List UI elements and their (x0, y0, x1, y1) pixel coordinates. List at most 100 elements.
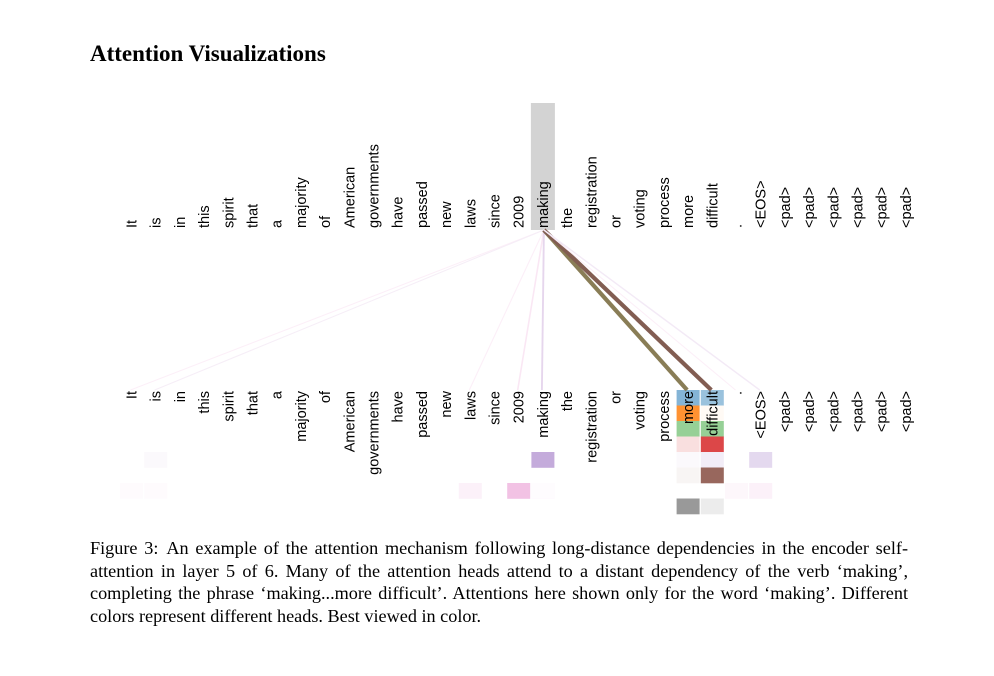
source-token: process (657, 177, 673, 228)
attention-cell (700, 452, 724, 468)
source-token: laws (463, 199, 479, 228)
source-token: . (730, 224, 746, 228)
source-token: <pad> (851, 187, 867, 228)
target-token: passed (415, 391, 431, 438)
source-token: have (391, 197, 407, 228)
target-token: the (560, 391, 576, 411)
source-tokens: It is in this spirit that a majority of American g… (125, 144, 915, 228)
attention-line (542, 228, 689, 392)
source-token: difficult (705, 183, 721, 228)
attention-cell (676, 452, 700, 468)
target-tokens: It is in this spirit that a majority of American g… (125, 390, 915, 475)
source-token: registration (584, 156, 600, 228)
attention-cell (120, 483, 143, 499)
source-token: in (173, 217, 189, 228)
target-token: spirit (221, 391, 237, 422)
attention-line (543, 229, 761, 391)
source-token: majority (294, 176, 310, 228)
figure-caption: Figure 3: An example of the attention mec… (90, 537, 908, 627)
attention-cell (676, 405, 700, 422)
source-token: or (609, 215, 625, 228)
source-token: <pad> (875, 187, 891, 228)
attention-cell (700, 467, 724, 484)
target-token: <pad> (875, 391, 891, 432)
section-heading: Attention Visualizations (90, 41, 326, 66)
attention-cell (676, 421, 700, 437)
attention-cell (700, 436, 724, 453)
attention-cell (749, 483, 773, 499)
attention-line (468, 229, 545, 391)
target-token: or (609, 391, 625, 404)
target-token: since (488, 391, 504, 425)
attention-cell (700, 405, 724, 422)
source-token: American (342, 167, 358, 228)
target-token: <pad> (778, 391, 794, 432)
source-token: of (318, 215, 334, 228)
target-token: in (173, 391, 189, 402)
target-token: have (391, 391, 407, 422)
target-token: voting (633, 391, 649, 430)
target-token: of (318, 390, 334, 403)
source-token: more (681, 195, 697, 228)
source-token: governments (367, 144, 383, 228)
target-token: . (730, 391, 746, 395)
attention-cell (144, 483, 168, 499)
target-token: process (657, 391, 673, 442)
attention-cell (144, 452, 168, 468)
source-token: the (560, 208, 576, 228)
attention-cell (749, 452, 773, 468)
attention-line (154, 229, 545, 391)
source-token: that (246, 204, 262, 228)
target-token: <pad> (899, 391, 915, 432)
target-token: <pad> (802, 391, 818, 432)
source-token: <pad> (826, 187, 842, 228)
source-token: It (125, 220, 141, 228)
source-token: <pad> (802, 187, 818, 228)
source-token: <pad> (899, 187, 915, 228)
attention-cell (700, 390, 724, 406)
attention-diagram: It is in this spirit that a majority of American g… (120, 103, 915, 515)
attention-cell (700, 421, 724, 437)
attention-heatmap (120, 390, 773, 515)
source-token: <pad> (778, 187, 794, 228)
figure-label: Figure 3: (90, 538, 159, 558)
attention-cell (676, 390, 700, 406)
target-token: a (270, 390, 286, 399)
attention-cell (725, 483, 748, 499)
source-token: this (197, 205, 213, 228)
attention-cell (676, 436, 700, 453)
attention-cell (531, 483, 555, 499)
attention-cell (700, 498, 724, 515)
target-token: majority (294, 390, 310, 442)
target-token: 2009 (512, 391, 528, 423)
attention-line (543, 229, 736, 391)
attention-cell (458, 483, 482, 499)
target-token: this (197, 391, 213, 414)
source-token: voting (633, 189, 649, 228)
attention-cell (676, 467, 700, 484)
attention-cell (531, 452, 555, 468)
target-token: registration (584, 391, 600, 463)
source-token: making (536, 181, 552, 228)
target-token: <pad> (826, 391, 842, 432)
attention-line (516, 229, 545, 391)
target-token: new (439, 390, 455, 417)
attention-line (542, 228, 713, 392)
target-token: laws (463, 391, 479, 420)
attention-cell (676, 498, 700, 515)
target-token: <EOS> (754, 391, 770, 439)
target-token: It (125, 391, 141, 399)
target-token: making (536, 391, 552, 438)
target-token: governments (367, 391, 383, 475)
source-token: spirit (221, 197, 237, 228)
source-token: passed (415, 181, 431, 228)
focus-token-highlight (530, 103, 555, 230)
source-token: is (149, 218, 165, 228)
source-token: a (270, 219, 286, 228)
target-token: <pad> (851, 391, 867, 432)
source-token: since (488, 194, 504, 228)
target-token: that (246, 391, 262, 415)
attention-figure: It is in this spirit that a majority of American g… (120, 103, 915, 515)
source-token: 2009 (512, 196, 528, 228)
target-token: is (149, 391, 165, 401)
